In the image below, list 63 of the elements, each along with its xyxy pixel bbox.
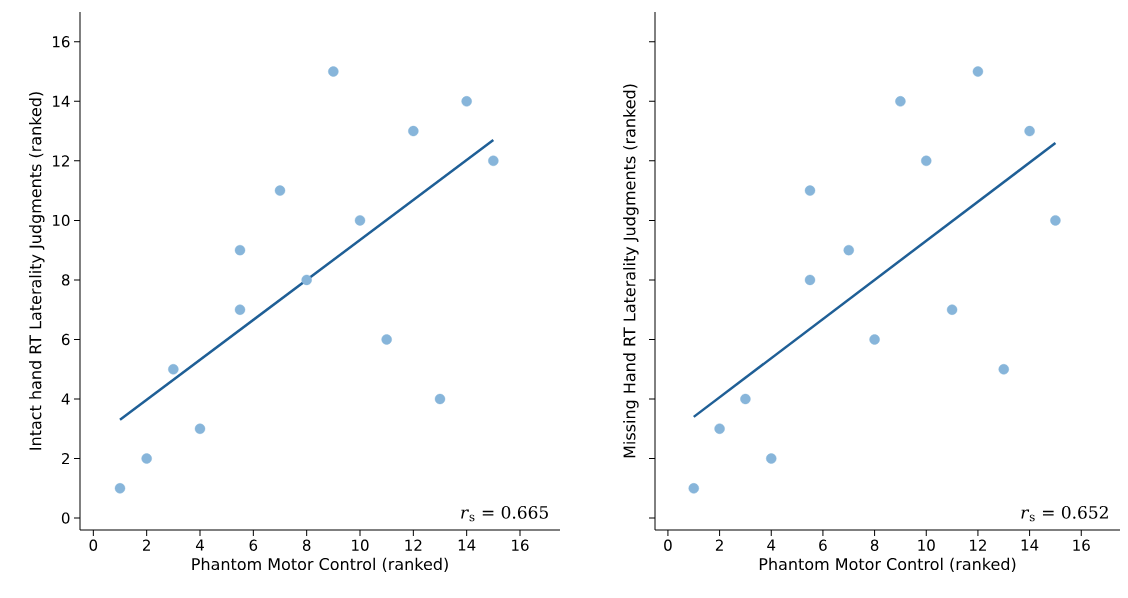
- point: [114, 483, 126, 494]
- point: [328, 66, 339, 77]
- y-tick-label: 16: [53, 36, 70, 48]
- x-tick-label: 10: [918, 539, 935, 551]
- y-axis-title: Intact hand RT Laterality Judgments (ranked): [29, 92, 45, 450]
- x-tick-label: 8: [302, 539, 311, 551]
- x-tick-label: 0: [664, 539, 672, 551]
- y-tick-label: 6: [61, 333, 70, 346]
- point: [804, 274, 816, 286]
- x-tick-label: 12: [970, 539, 986, 551]
- y-tick-label: 10: [53, 214, 70, 227]
- point: [1024, 125, 1035, 137]
- x-tick-label: 14: [1021, 539, 1039, 551]
- y-axis-title: Missing Hand RT Laterality Judgments (ranked): [623, 84, 639, 458]
- y-tick-label: 2: [62, 452, 69, 465]
- x-tick-label: 0: [89, 539, 98, 551]
- x-tick-label: 4: [195, 539, 204, 551]
- point: [274, 185, 286, 196]
- x-tick-label: 6: [249, 539, 258, 551]
- point: [843, 244, 854, 256]
- x-tick-label: 8: [870, 539, 879, 551]
- point: [740, 393, 751, 405]
- x-tick-label: 16: [1073, 539, 1090, 551]
- x-tick-label: 10: [352, 539, 369, 551]
- point: [354, 215, 366, 226]
- point: [301, 274, 312, 286]
- x-tick-label: 6: [819, 539, 827, 551]
- point: [168, 364, 179, 375]
- point: [946, 304, 958, 315]
- point: [688, 483, 699, 494]
- point: [766, 453, 777, 464]
- x-axis-title: Phantom Motor Control (ranked): [759, 557, 1016, 572]
- point: [408, 125, 419, 137]
- y-tick-label: 8: [61, 274, 70, 286]
- point: [488, 155, 499, 167]
- x-axis-title: Phantom Motor Control (ranked): [192, 557, 448, 572]
- annotation: r$_{s}$ = 0.665: [461, 505, 548, 522]
- point: [804, 185, 816, 196]
- point: [921, 155, 932, 167]
- point: [461, 96, 472, 107]
- point: [1050, 215, 1061, 226]
- point: [381, 334, 392, 345]
- x-tick-label: 16: [512, 539, 529, 551]
- point: [434, 393, 446, 405]
- point: [998, 364, 1009, 375]
- y-tick-label: 4: [61, 393, 70, 405]
- point: [141, 453, 152, 464]
- annotation: r$_{s}$ = 0.652: [1021, 505, 1108, 522]
- point: [895, 96, 906, 107]
- y-tick-label: 0: [61, 512, 70, 524]
- y-tick-label: 12: [53, 155, 69, 167]
- point: [714, 423, 725, 434]
- x-tick-label: 14: [458, 539, 476, 551]
- point: [234, 304, 246, 315]
- point: [972, 66, 984, 77]
- x-tick-label: 2: [715, 539, 723, 551]
- point: [194, 423, 206, 434]
- point: [234, 244, 246, 256]
- y-tick-label: 14: [53, 95, 70, 107]
- x-tick-label: 2: [142, 539, 150, 551]
- point: [869, 334, 880, 345]
- x-tick-label: 12: [405, 539, 422, 551]
- x-tick-label: 4: [767, 539, 776, 551]
